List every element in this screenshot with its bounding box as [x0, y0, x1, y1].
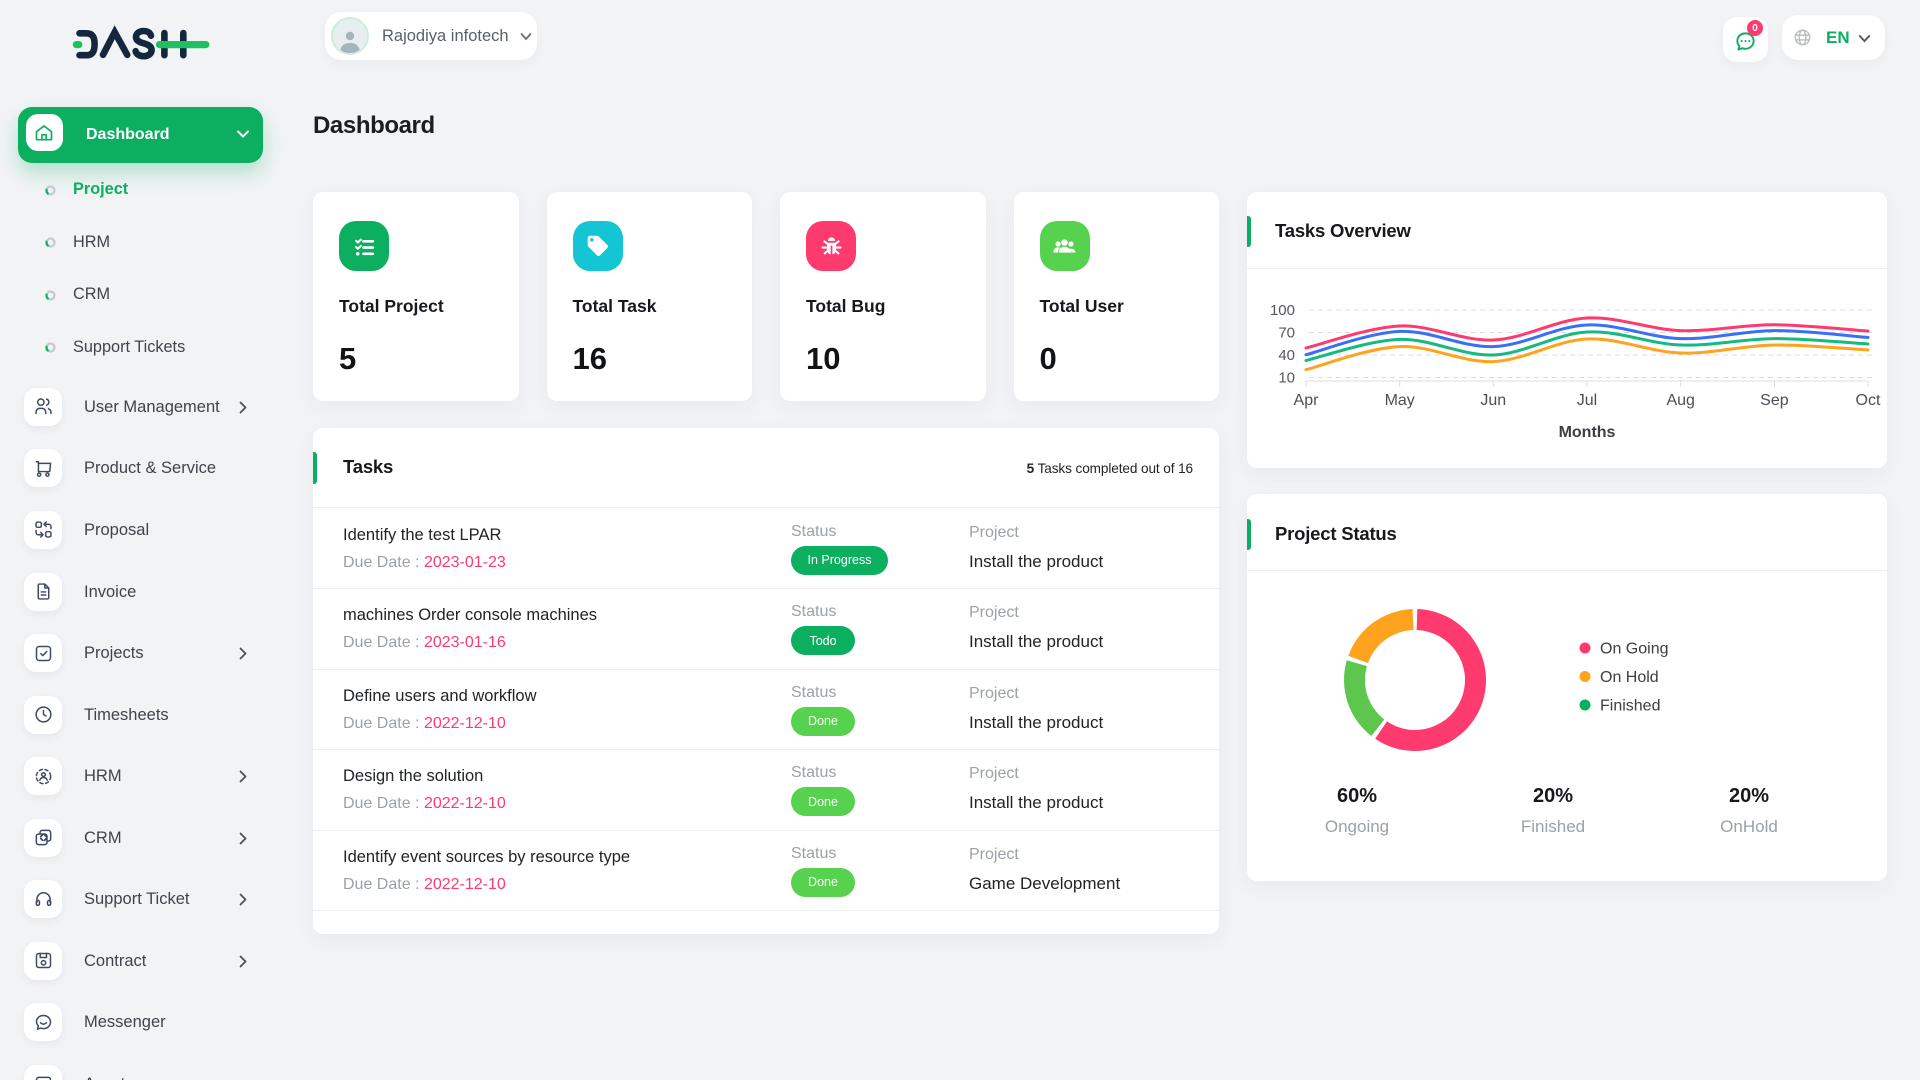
svg-text:Apr: Apr	[1294, 392, 1320, 409]
svg-text:20%: 20%	[1729, 785, 1769, 807]
svg-text:May: May	[1385, 392, 1415, 409]
svg-text:OnHold: OnHold	[1720, 817, 1778, 836]
svg-text:On Going: On Going	[1600, 641, 1668, 658]
svg-text:Finished: Finished	[1521, 817, 1585, 836]
svg-text:Oct: Oct	[1856, 392, 1881, 409]
svg-text:Finished: Finished	[1600, 698, 1660, 715]
svg-text:Months: Months	[1559, 424, 1616, 441]
svg-text:Jul: Jul	[1577, 392, 1597, 409]
svg-text:100: 100	[1270, 302, 1295, 319]
svg-text:Sep: Sep	[1760, 392, 1789, 409]
svg-text:Jun: Jun	[1480, 392, 1506, 409]
svg-text:Aug: Aug	[1666, 392, 1694, 409]
svg-text:70: 70	[1278, 325, 1295, 342]
svg-text:Ongoing: Ongoing	[1325, 817, 1389, 836]
svg-text:60%: 60%	[1337, 785, 1377, 807]
svg-text:On Hold: On Hold	[1600, 669, 1659, 686]
svg-text:40: 40	[1278, 347, 1295, 364]
svg-text:10: 10	[1278, 370, 1295, 387]
svg-text:20%: 20%	[1533, 785, 1573, 807]
